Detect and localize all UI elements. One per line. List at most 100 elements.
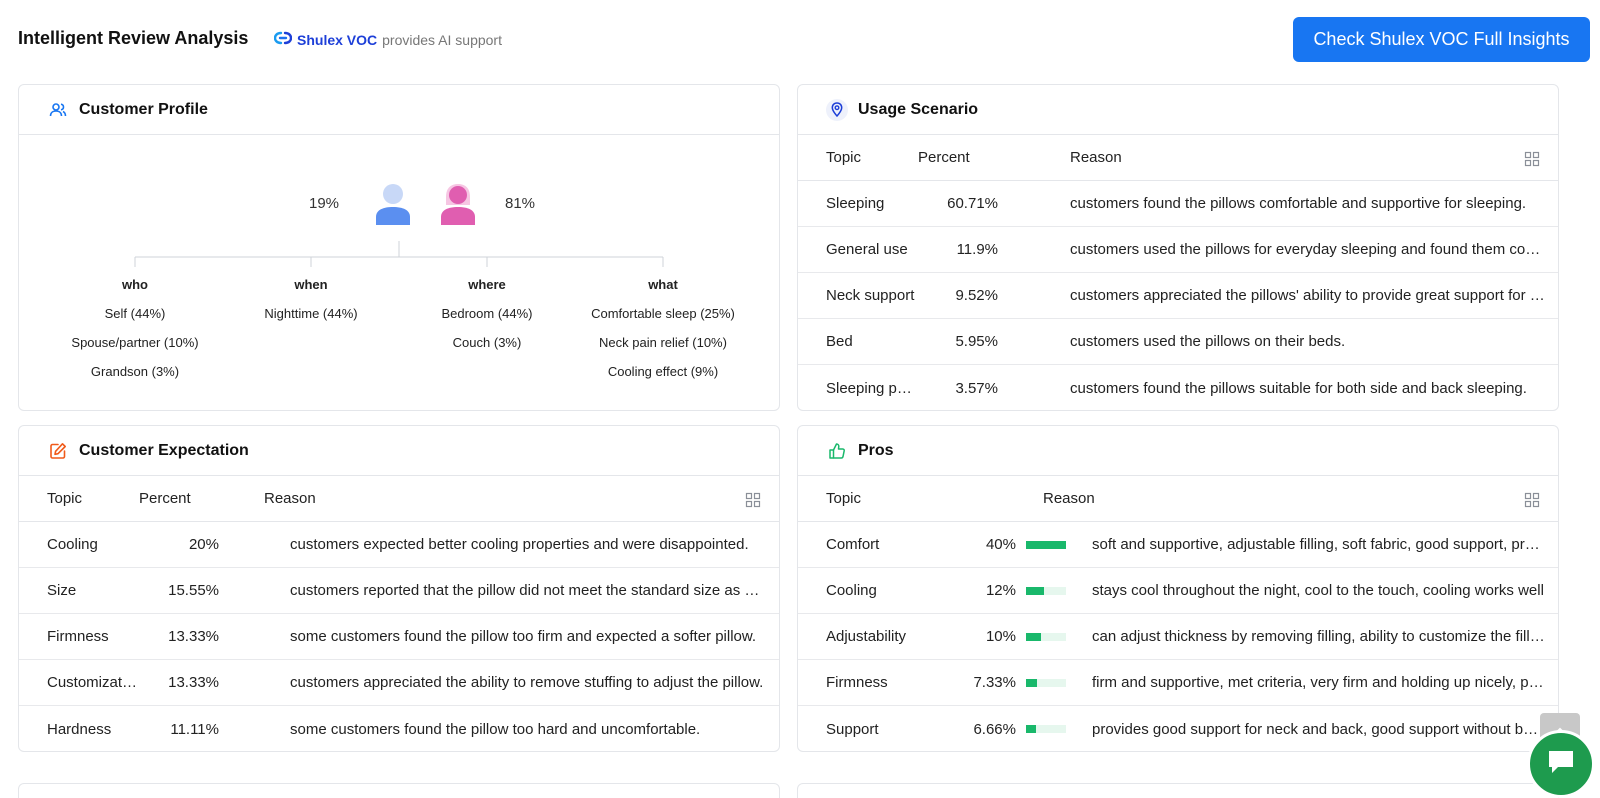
row-percent: 9.52% bbox=[955, 287, 998, 304]
row-percent: 11.11% bbox=[170, 720, 219, 738]
chat-button[interactable] bbox=[1527, 730, 1595, 798]
row-percent: 5.95% bbox=[955, 333, 998, 350]
customer-expectation-table: Topic Percent Reason Cooling 20% custome… bbox=[19, 476, 779, 751]
column-item: Nighttime (44%) bbox=[264, 306, 358, 321]
male-avatar-icon bbox=[374, 183, 412, 230]
next-card-left bbox=[18, 783, 780, 798]
topic-header: Topic bbox=[826, 149, 862, 166]
grid-view-icon[interactable] bbox=[1524, 492, 1540, 508]
percent-bar-fill bbox=[1026, 632, 1042, 641]
table-row: Sleeping 60.71% customers found the pill… bbox=[798, 181, 1558, 227]
pros-card: Pros Topic Reason Comfort 40% soft and s… bbox=[797, 425, 1559, 752]
row-reason: some customers found the pillow too firm… bbox=[290, 628, 757, 645]
edit-icon bbox=[47, 440, 69, 462]
row-reason: some customers found the pillow too hard… bbox=[290, 720, 701, 738]
reason-header: Reason bbox=[1070, 149, 1122, 166]
row-reason: provides good support for neck and back,… bbox=[1092, 720, 1558, 738]
brand-suffix: provides AI support bbox=[382, 31, 502, 48]
male-percent: 19% bbox=[309, 195, 340, 212]
brand-link[interactable]: Shulex VOC bbox=[297, 31, 378, 48]
row-percent: 15.55% bbox=[168, 582, 219, 599]
percent-bar-fill bbox=[1026, 586, 1044, 595]
row-topic: Adjustability bbox=[826, 628, 907, 645]
table-header: Topic Reason bbox=[798, 476, 1558, 522]
row-topic: Bed bbox=[826, 333, 853, 350]
table-row: Size 15.55% customers reported that the … bbox=[19, 568, 779, 614]
usage-scenario-table: Topic Percent Reason Sleeping 60.71% cus… bbox=[798, 135, 1558, 410]
row-topic: Firmness bbox=[826, 674, 888, 691]
table-header: Topic Percent Reason bbox=[798, 135, 1558, 181]
row-reason: customers found the pillows suitable for… bbox=[1070, 379, 1527, 397]
reason-header: Reason bbox=[1043, 490, 1095, 507]
percent-bar bbox=[1026, 586, 1066, 595]
row-reason: soft and supportive, adjustable filling,… bbox=[1092, 536, 1558, 553]
percent-bar bbox=[1026, 678, 1066, 687]
table-row: Comfort 40% soft and supportive, adjusta… bbox=[798, 522, 1558, 568]
table-row: Hardness 11.11% some customers found the… bbox=[19, 706, 779, 751]
card-title: Customer Expectation bbox=[79, 441, 249, 459]
profile-column-when: when Nighttime (44%) bbox=[226, 277, 396, 335]
profile-column-who: who Self (44%) Spouse/partner (10%) Gran… bbox=[50, 277, 220, 393]
chat-bubble-icon bbox=[1546, 748, 1576, 781]
grid-view-icon[interactable] bbox=[1524, 151, 1540, 167]
row-topic: Size bbox=[47, 582, 77, 599]
column-item: Comfortable sleep (25%) bbox=[591, 306, 735, 321]
row-percent: 13.33% bbox=[168, 628, 219, 645]
row-percent: 10% bbox=[985, 628, 1016, 645]
profile-tree-connector bbox=[134, 241, 664, 267]
column-head: what bbox=[648, 277, 678, 292]
topic-header: Topic bbox=[826, 490, 862, 507]
full-insights-button[interactable]: Check Shulex VOC Full Insights bbox=[1293, 17, 1590, 62]
column-head: when bbox=[294, 277, 328, 292]
row-percent: 3.57% bbox=[955, 379, 998, 397]
row-topic: Cooling bbox=[826, 582, 877, 599]
table-row: General use 11.9% customers used the pil… bbox=[798, 227, 1558, 273]
row-topic: General use bbox=[826, 241, 908, 258]
percent-bar bbox=[1026, 540, 1066, 549]
percent-bar-fill bbox=[1026, 725, 1037, 733]
profile-column-what: what Comfortable sleep (25%) Neck pain r… bbox=[578, 277, 748, 393]
card-header: Customer Expectation bbox=[19, 426, 779, 476]
card-title: Usage Scenario bbox=[858, 100, 979, 118]
column-item: Couch (3%) bbox=[452, 335, 522, 350]
percent-bar bbox=[1026, 725, 1066, 733]
customer-profile-card: Customer Profile 19% 81% who Self (44%) … bbox=[18, 84, 780, 411]
profile-column-where: where Bedroom (44%) Couch (3%) bbox=[402, 277, 572, 364]
row-percent: 7.33% bbox=[973, 674, 1016, 691]
percent-bar bbox=[1026, 632, 1066, 641]
card-header: Customer Profile bbox=[19, 85, 779, 135]
row-reason: customers found the pillows comfortable … bbox=[1070, 195, 1527, 212]
customer-expectation-card: Customer Expectation Topic Percent Reaso… bbox=[18, 425, 780, 752]
row-reason: customers appreciated the pillows' abili… bbox=[1070, 287, 1558, 304]
grid-view-icon[interactable] bbox=[745, 492, 761, 508]
row-reason: customers used the pillows on their beds… bbox=[1070, 333, 1346, 350]
row-reason: customers appreciated the ability to rem… bbox=[290, 674, 764, 691]
reason-header: Reason bbox=[264, 490, 316, 507]
column-head: who bbox=[122, 277, 148, 292]
row-topic: Customization bbox=[47, 674, 139, 691]
topic-header: Topic bbox=[47, 490, 83, 507]
page-title: Intelligent Review Analysis bbox=[18, 28, 249, 48]
shulex-logo-icon bbox=[273, 31, 293, 48]
female-percent: 81% bbox=[505, 195, 536, 212]
row-reason: stays cool throughout the night, cool to… bbox=[1092, 582, 1544, 599]
card-title: Pros bbox=[858, 441, 894, 459]
column-item: Spouse/partner (10%) bbox=[71, 335, 199, 350]
row-topic: Comfort bbox=[826, 536, 880, 553]
table-row: Cooling 20% customers expected better co… bbox=[19, 522, 779, 568]
row-reason: customers used the pillows for everyday … bbox=[1070, 241, 1558, 258]
table-row: Cooling 12% stays cool throughout the ni… bbox=[798, 568, 1558, 614]
row-percent: 6.66% bbox=[973, 720, 1016, 738]
table-row: Adjustability 10% can adjust thickness b… bbox=[798, 614, 1558, 660]
column-item: Bedroom (44%) bbox=[441, 306, 533, 321]
row-topic: Cooling bbox=[47, 536, 98, 553]
card-header: Usage Scenario bbox=[798, 85, 1558, 135]
row-topic: Hardness bbox=[47, 720, 112, 738]
card-title: Customer Profile bbox=[79, 100, 208, 118]
row-topic: Firmness bbox=[47, 628, 109, 645]
column-item: Grandson (3%) bbox=[90, 364, 180, 379]
table-row: Support 6.66% provides good support for … bbox=[798, 706, 1558, 751]
female-avatar-icon bbox=[439, 183, 477, 230]
row-percent: 11.9% bbox=[956, 241, 998, 258]
next-card-right bbox=[797, 783, 1559, 798]
